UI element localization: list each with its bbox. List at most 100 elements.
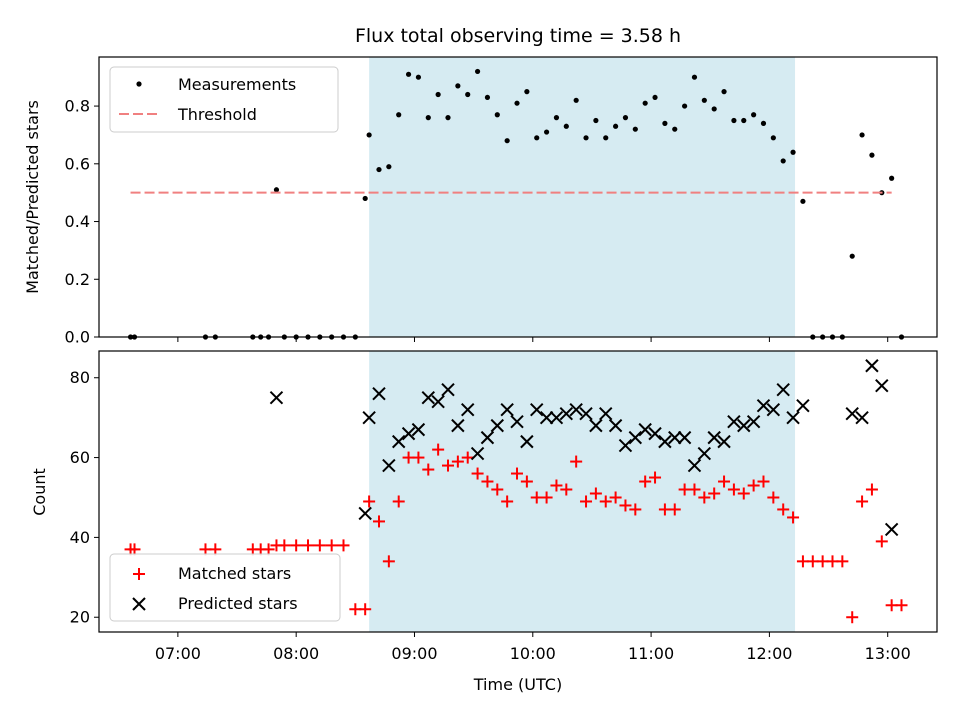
measurements-point [613,123,619,129]
predicted-stars-point [697,446,712,461]
predicted-stars-point [411,422,426,437]
measurements-point [396,112,402,118]
matched-stars-point [372,515,385,528]
top-y-tick-label: 0.2 [65,270,90,289]
predicted-stars-point [648,426,662,441]
predicted-stars-point [717,434,731,449]
matched-stars-point [432,443,445,456]
predicted-stars-point [599,406,613,421]
predicted-stars-point [559,406,574,421]
matched-stars-point [747,479,760,492]
predicted-stars-point [776,383,790,397]
measurements-point [790,149,796,155]
matched-stars-point [511,467,524,480]
measurements-point [849,253,855,259]
matched-stars-point [757,475,770,488]
measurements-point [760,120,767,126]
matched-stars-point [359,603,372,616]
measurements-point [386,164,392,170]
bot-y-tick-label: 60 [70,448,90,467]
measurements-point [514,100,520,106]
predicted-stars-point [520,434,534,449]
measurements-point [563,123,569,129]
matched-stars-point [550,479,563,492]
predicted-stars-point [362,410,376,425]
predicted-stars-point [855,410,869,425]
predicted-stars-point [530,402,544,417]
measurements-point [603,135,609,141]
bottom-y-ticks: 20 40 60 80 [70,368,99,627]
predicted-stars-point [707,430,721,445]
matched-stars-point [471,467,484,480]
predicted-stars-point [490,418,505,433]
predicted-stars-point [618,438,633,453]
measurements-point [534,135,540,141]
measurements-point [701,97,707,103]
matched-stars-point [442,459,455,472]
matched-stars-point [313,539,326,552]
bottom-axes-frame [98,350,938,633]
legend-measurements-label: Measurements [178,75,296,94]
measurements-point [682,103,688,109]
predicted-stars-point [539,410,554,425]
measurements-point [691,74,698,80]
measurements-point [366,132,372,138]
predicted-stars-point [269,390,284,405]
top-axes: 0.00.20.40.60.8 Matched/Predicted stars … [23,56,938,347]
legend-matched-marker [133,568,145,580]
predicted-stars-point [382,458,396,473]
bot-x-tick-label: 09:00 [391,644,437,663]
measurements-point [770,135,776,141]
bot-y-tick-label: 20 [70,608,90,627]
predicted-stars-point [687,458,702,473]
matched-stars-point [325,539,338,552]
top-legend-box [109,66,339,133]
matched-stars-point [363,495,376,508]
matched-stars-point [708,487,721,500]
measurements-point [662,120,668,126]
matched-stars-point [629,503,642,516]
top-y-tick-label: 0.6 [65,154,90,173]
predicted-stars-point [500,402,514,417]
top-y-tick-label: 0.0 [65,328,90,347]
measurements-point [405,71,412,77]
matched-stars-point [875,535,888,548]
bottom-shaded-interval [369,351,796,632]
matched-stars-point [856,495,869,508]
matched-stars-point [382,555,395,568]
top-y-ticks: 0.0 0.2 0.4 0.6 0.8 [65,97,99,347]
matched-stars-point [718,475,731,488]
matched-stars-point [570,455,583,468]
matched-stars-point [481,475,494,488]
measurements-point [741,117,747,124]
predicted-stars-point [677,430,692,445]
measurements-point [543,129,550,135]
matched-stars-point [846,611,859,624]
matched-stars-point [422,463,435,476]
top-shaded-interval [369,57,796,337]
measurements-point [435,91,441,98]
predicted-stars-point [658,434,672,449]
measurements-point [780,158,786,164]
predicted-stars-point [569,402,583,417]
measurements-point [376,166,382,173]
top-y-tick-label: 0.4 [65,212,90,231]
matched-stars-point [451,455,464,468]
predicted-stars-point [431,394,445,409]
predicted-stars-point [865,359,879,373]
bot-x-tick-label: 08:00 [273,644,319,663]
measurements-point [632,126,638,132]
bottom-y-axis-label: Count [30,468,49,516]
matched-stars-point [290,539,303,552]
matched-stars-point [698,491,711,504]
matched-stars-point [128,543,141,556]
matched-stars-point [501,495,514,508]
matched-stars-point [412,451,425,464]
matched-stars-point [580,495,593,508]
measurements-point [751,112,757,118]
matched-stars-point [727,483,740,496]
predicted-stars-point [638,422,652,437]
bottom-legend-box [109,553,341,622]
bot-x-tick-label: 13:00 [865,644,911,663]
measurements-point [504,138,510,144]
